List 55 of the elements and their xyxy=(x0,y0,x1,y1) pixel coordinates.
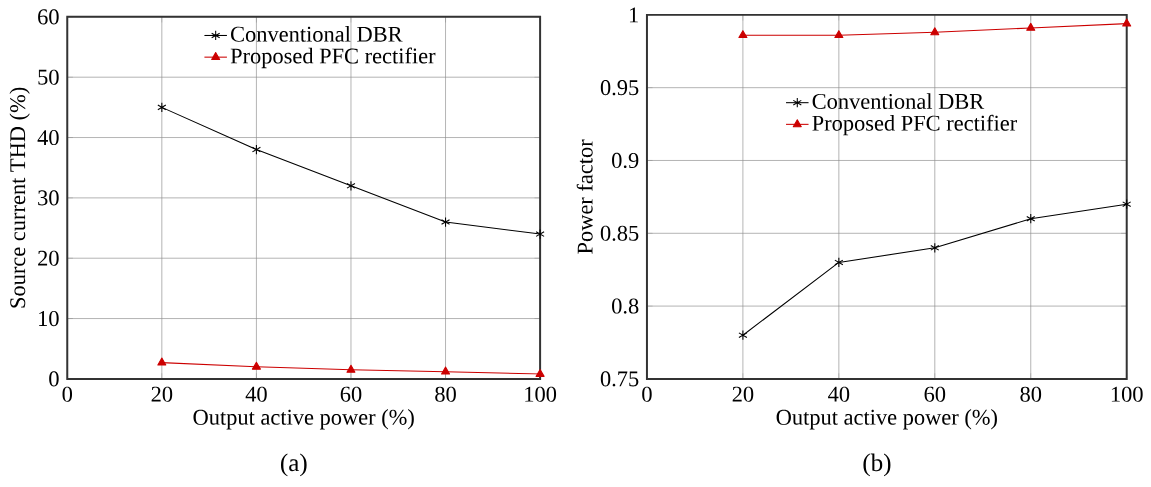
y-tick-label: 0 xyxy=(49,371,59,387)
point xyxy=(441,217,451,228)
y-tick-label: 40 xyxy=(37,130,59,146)
x-tick-label: 80 xyxy=(1020,386,1042,402)
point xyxy=(930,242,940,254)
y-tick-label: 0.95 xyxy=(600,80,639,96)
y-tick-label: 50 xyxy=(38,69,59,85)
point xyxy=(738,330,748,341)
x-tick-label: 100 xyxy=(525,386,557,402)
x-tick-label: 60 xyxy=(924,386,946,402)
point xyxy=(1122,199,1132,210)
y-tick-label: 0.75 xyxy=(600,371,639,387)
x-tick-label: 100 xyxy=(1111,386,1143,402)
x-tick-label: 40 xyxy=(828,386,850,402)
y-tick-label: 60 xyxy=(38,9,59,25)
point xyxy=(1122,18,1132,27)
point xyxy=(251,144,261,155)
point xyxy=(930,27,940,36)
legend-label: Conventional DBR xyxy=(231,26,403,42)
legend-label: Conventional DBR xyxy=(812,93,985,110)
x-tick-label: 60 xyxy=(340,386,362,402)
x-tick-label: 20 xyxy=(151,386,173,402)
point xyxy=(1026,213,1036,225)
x-tick-label: 0 xyxy=(62,386,73,402)
point xyxy=(157,102,167,113)
y-tick-label: 0.8 xyxy=(612,298,639,314)
x-tick-label: 40 xyxy=(245,386,267,402)
point xyxy=(834,257,844,268)
text: (a) xyxy=(280,453,307,477)
point xyxy=(535,369,545,378)
y-tick-label: 20 xyxy=(38,250,59,266)
point xyxy=(441,366,451,375)
x-tick-label: 20 xyxy=(732,386,754,402)
point xyxy=(535,229,545,240)
point xyxy=(346,364,356,373)
x-axis-title: Output active power (%) xyxy=(776,409,997,430)
y-tick-label: 0.85 xyxy=(600,225,639,242)
point xyxy=(1026,22,1036,31)
point xyxy=(251,361,261,370)
point xyxy=(834,30,844,39)
point xyxy=(738,30,748,39)
y-tick-label: 1 xyxy=(629,7,638,23)
y-axis-title: Source current THD (%) xyxy=(9,87,30,308)
legend-label: Proposed PFC rectifier xyxy=(812,114,1017,136)
point xyxy=(157,357,167,366)
y-tick-label: 30 xyxy=(38,190,59,206)
x-tick-label: 0 xyxy=(642,386,652,402)
legend-label: Proposed PFC rectifier xyxy=(230,47,436,69)
y-tick-label: 10 xyxy=(39,311,59,327)
y-tick-label: 0.9 xyxy=(612,153,639,169)
point xyxy=(346,180,356,192)
x-tick-label: 80 xyxy=(435,386,456,402)
x-axis-title: Output active power (%) xyxy=(193,409,414,430)
text: (b) xyxy=(863,453,891,477)
y-axis-title: Power factor xyxy=(576,139,593,254)
